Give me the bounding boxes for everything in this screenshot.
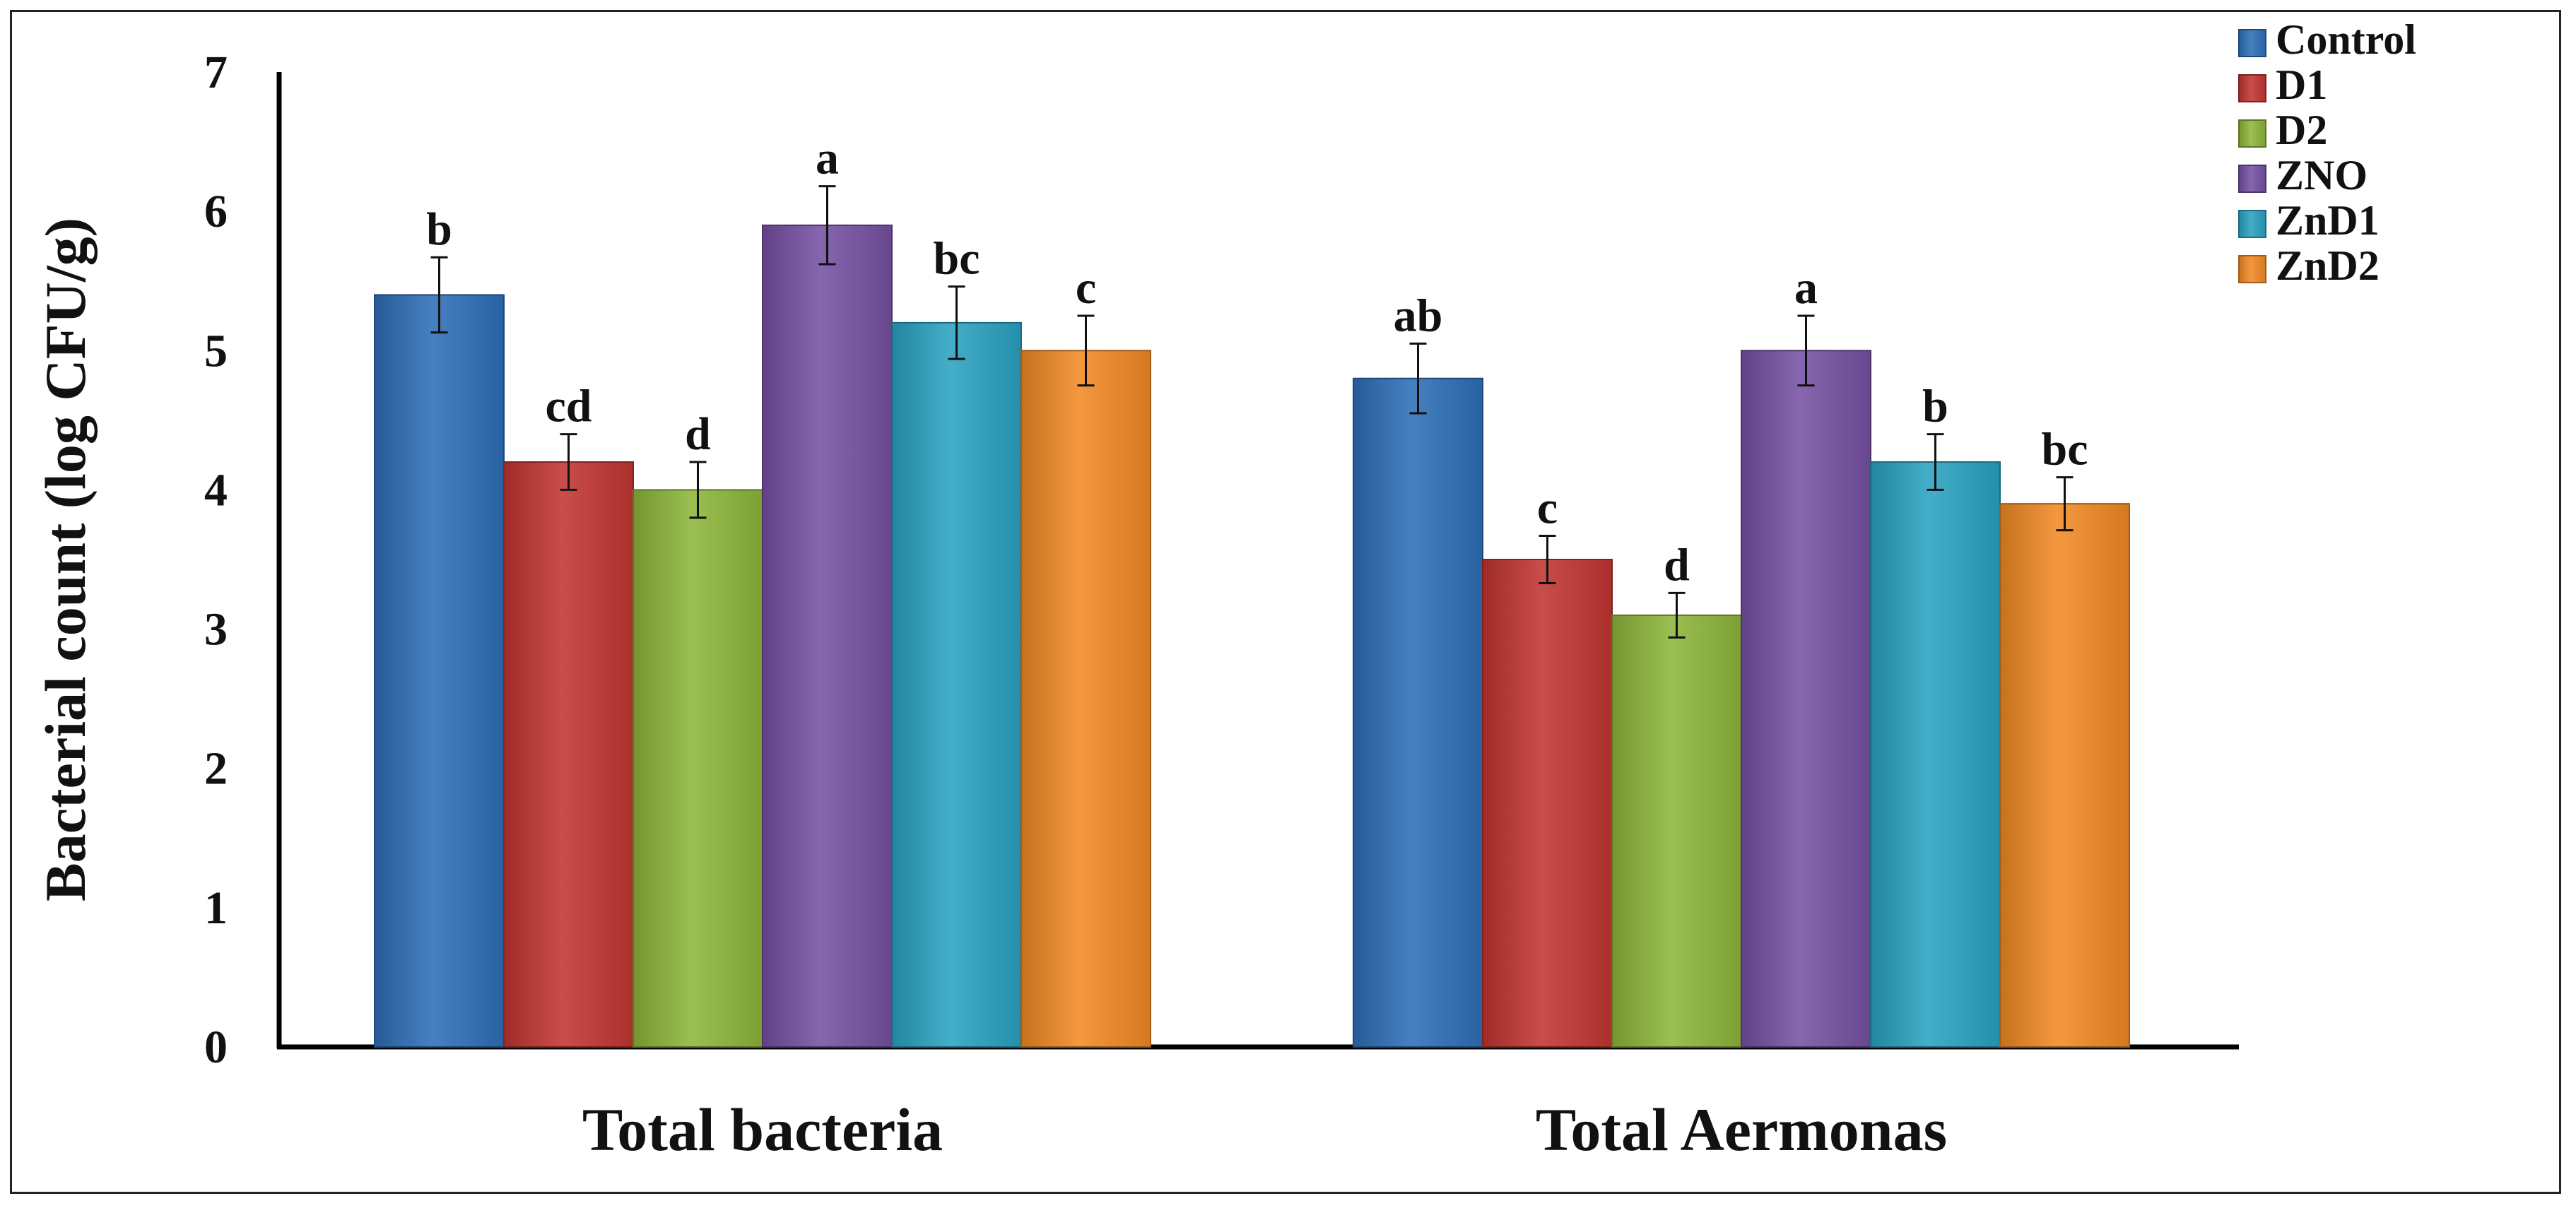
bars — [374, 185, 2130, 1048]
bar — [503, 461, 634, 1048]
y-tick-label: 2 — [204, 743, 228, 795]
significance-label: d — [1664, 539, 1690, 591]
y-tick-label: 5 — [204, 325, 228, 377]
bar — [1353, 377, 1483, 1048]
bar — [891, 321, 1022, 1048]
bar — [1741, 350, 1871, 1048]
significance-label: c — [1076, 262, 1096, 314]
category-label: Total Aermonas — [1536, 1096, 1947, 1163]
significance-label: cd — [546, 381, 592, 432]
legend-label: D1 — [2276, 61, 2327, 108]
bar — [762, 224, 893, 1048]
legend-label: ZnD2 — [2276, 242, 2380, 289]
legend-swatch — [2238, 29, 2266, 57]
bar — [1482, 559, 1613, 1048]
significance-label: b — [1922, 381, 1948, 432]
significance-label: b — [426, 203, 452, 255]
bar — [1999, 503, 2130, 1048]
legend-label: ZNO — [2276, 152, 2368, 199]
y-tick-label: 6 — [204, 186, 228, 237]
y-tick-label: 4 — [204, 464, 228, 516]
significance-label: a — [1794, 262, 1818, 314]
legend-label: Control — [2276, 16, 2416, 63]
significance-label: bc — [2042, 424, 2088, 475]
legend-swatch — [2238, 255, 2266, 283]
y-axis-title: Bacterial count (log CFU/g) — [33, 218, 98, 901]
y-tick-label: 7 — [204, 47, 228, 98]
bar — [1611, 614, 1742, 1048]
y-tick-label: 1 — [204, 882, 228, 934]
category-label: Total bacteria — [582, 1096, 943, 1163]
significance-label: d — [685, 408, 711, 460]
significance-label: a — [816, 133, 839, 184]
legend-swatch — [2238, 74, 2266, 102]
legend-swatch — [2238, 165, 2266, 193]
bar — [1870, 461, 2001, 1048]
legend-swatch — [2238, 119, 2266, 148]
y-tick-label: 3 — [204, 604, 228, 656]
y-tick-label: 0 — [204, 1022, 228, 1073]
significance-label: c — [1537, 482, 1558, 533]
significance-label: ab — [1394, 290, 1443, 341]
legend-label: ZnD1 — [2276, 197, 2380, 244]
bar — [374, 294, 505, 1048]
legend-label: D2 — [2276, 107, 2327, 153]
significance-label: bc — [934, 233, 980, 285]
bar — [633, 489, 763, 1048]
bar — [1021, 350, 1151, 1048]
legend-swatch — [2238, 210, 2266, 238]
